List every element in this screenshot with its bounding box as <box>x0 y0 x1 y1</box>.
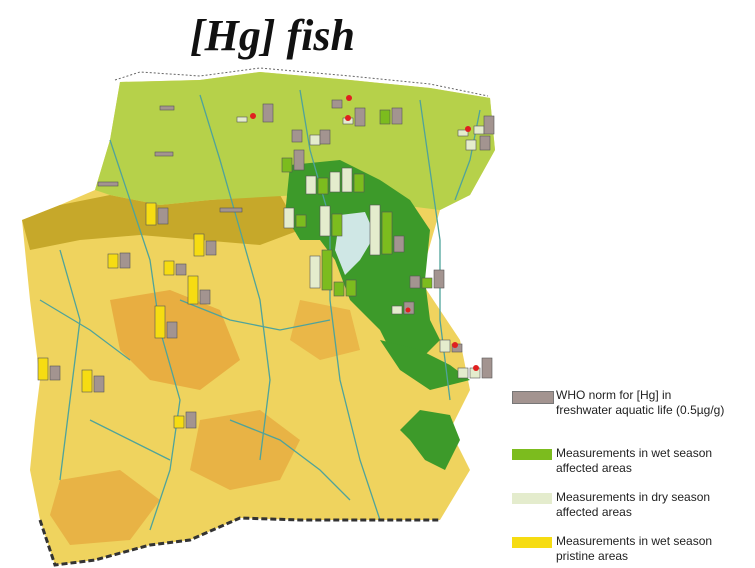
sample-dot <box>473 365 479 371</box>
bar-marker <box>154 151 174 157</box>
bar-marker <box>175 263 187 276</box>
legend-label: freshwater aquatic life (0.5µg/g) <box>556 403 725 417</box>
measurement-bars <box>37 99 495 429</box>
bar-marker <box>345 279 357 297</box>
legend-label: pristine areas <box>556 549 629 563</box>
sample-dot <box>250 113 256 119</box>
legend-label: affected areas <box>556 461 632 475</box>
bar-marker <box>329 171 341 193</box>
legend-swatch-wet-pristine <box>512 537 552 548</box>
bar-marker <box>173 415 185 429</box>
bar-marker <box>93 375 105 393</box>
bar-marker <box>283 207 295 229</box>
map-highland-patch <box>110 290 240 390</box>
bar-marker <box>205 240 217 256</box>
bar-marker <box>379 109 391 125</box>
legend-swatch-dry-affected <box>512 493 552 504</box>
legend-label: Measurements in wet season <box>556 446 713 460</box>
sample-dot <box>452 342 458 348</box>
bar-marker <box>145 202 157 226</box>
legend-swatch-who-norm <box>512 391 554 404</box>
bar-marker <box>391 107 403 125</box>
map-border <box>38 516 440 567</box>
legend-swatch-wet-affected <box>512 449 552 460</box>
bar-marker <box>381 211 393 255</box>
bar-marker <box>262 103 274 123</box>
bar-marker <box>154 305 166 339</box>
bar-marker <box>433 269 445 289</box>
bar-marker <box>281 157 293 173</box>
bar-marker <box>341 167 353 193</box>
bar-marker <box>305 175 317 195</box>
bar-marker <box>421 277 433 289</box>
map-title: [Hg] fish <box>190 11 355 60</box>
legend-label: affected areas <box>556 505 632 519</box>
bar-marker <box>37 357 49 381</box>
sample-markers <box>250 95 479 371</box>
bar-marker <box>483 115 495 135</box>
bar-marker <box>293 149 305 171</box>
sample-dot <box>346 95 352 101</box>
bar-marker <box>291 129 303 143</box>
map-coast-outline <box>114 67 489 97</box>
bar-marker <box>457 367 469 379</box>
bar-marker <box>393 235 405 253</box>
bar-marker <box>457 129 469 137</box>
bar-marker <box>319 205 331 237</box>
bar-marker <box>163 260 175 276</box>
bar-marker <box>119 252 131 269</box>
sample-dot <box>405 307 411 313</box>
bar-marker <box>331 99 343 109</box>
bar-marker <box>321 249 333 291</box>
bar-marker <box>333 281 345 297</box>
bar-marker <box>185 411 197 429</box>
map-affected-area <box>400 410 460 470</box>
legend-label: WHO norm for [Hg] in <box>556 388 672 402</box>
map-highland-patch <box>290 300 360 360</box>
bar-marker <box>479 135 491 151</box>
bar-marker <box>49 365 61 381</box>
bar-marker <box>465 139 477 151</box>
bar-marker <box>187 275 199 305</box>
legend-label: Measurements in wet season <box>556 534 713 548</box>
bar-marker <box>166 321 178 339</box>
bar-marker <box>199 289 211 305</box>
bar-marker <box>219 207 243 213</box>
legend-label: Measurements in dry season <box>556 490 711 504</box>
bar-marker <box>157 207 169 225</box>
bar-marker <box>193 233 205 257</box>
bar-marker <box>81 369 93 393</box>
sample-dot <box>465 126 471 132</box>
bar-marker <box>331 213 343 237</box>
bar-marker <box>409 275 421 289</box>
bar-marker <box>369 204 381 256</box>
bar-marker <box>473 125 485 135</box>
bar-marker <box>236 116 248 123</box>
bar-marker <box>354 107 366 127</box>
bar-marker <box>481 357 493 379</box>
bar-marker <box>159 105 175 111</box>
bar-marker <box>309 255 321 289</box>
bar-marker <box>97 181 119 187</box>
bar-marker <box>107 253 119 269</box>
bar-marker <box>295 214 307 228</box>
map-lake <box>335 212 375 275</box>
sample-dot <box>345 115 351 121</box>
map-highland-patch <box>190 410 300 490</box>
bar-marker <box>317 177 329 195</box>
map-rivers <box>39 89 481 531</box>
map-highland-patch <box>50 470 160 545</box>
bar-marker <box>353 173 365 193</box>
bar-marker <box>391 305 403 315</box>
bar-marker <box>319 129 331 145</box>
bar-marker <box>309 134 321 146</box>
bar-marker <box>439 339 451 353</box>
